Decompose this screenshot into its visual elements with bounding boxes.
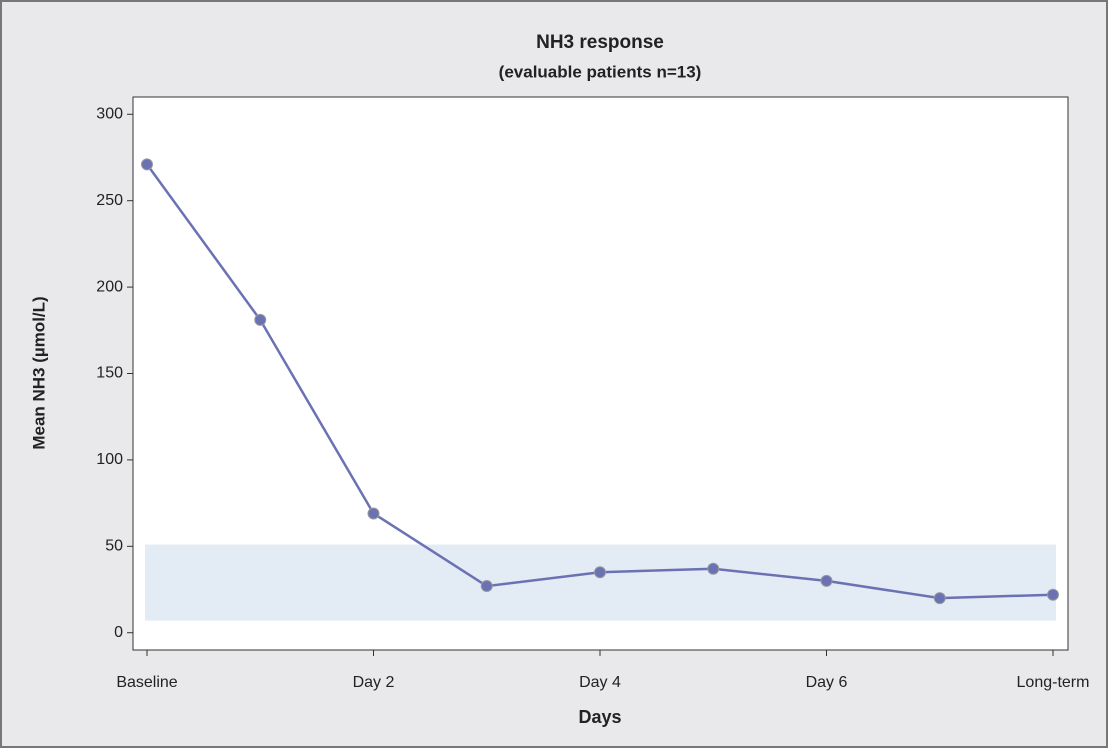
y-tick-label: 100 [96,451,123,468]
y-tick-label: 0 [114,624,123,641]
x-tick-label: Baseline [116,674,177,691]
x-tick-label: Day 6 [806,674,848,691]
x-tick-label: Day 2 [353,674,395,691]
x-tick-label: Long-term [1017,674,1090,691]
x-axis-label: Days [578,707,621,727]
data-point [367,507,380,520]
data-point [707,562,720,575]
y-axis-label: Mean NH3 (µmol/L) [29,296,48,449]
y-tick-label: 150 [96,365,123,382]
data-point [1047,588,1059,601]
y-tick-label: 300 [96,106,123,123]
chart-subtitle: (evaluable patients n=13) [499,62,702,81]
data-point [594,566,606,579]
data-point [820,574,833,587]
y-tick-label: 250 [96,192,123,209]
data-point [480,580,493,593]
chart-title: NH3 response [536,32,664,53]
y-tick-label: 50 [105,538,123,555]
reference-band [145,544,1056,621]
data-point [254,313,267,326]
x-tick-label: Day 4 [579,674,621,691]
data-point [141,158,153,171]
y-tick-label: 200 [96,278,123,295]
data-point [933,592,946,605]
